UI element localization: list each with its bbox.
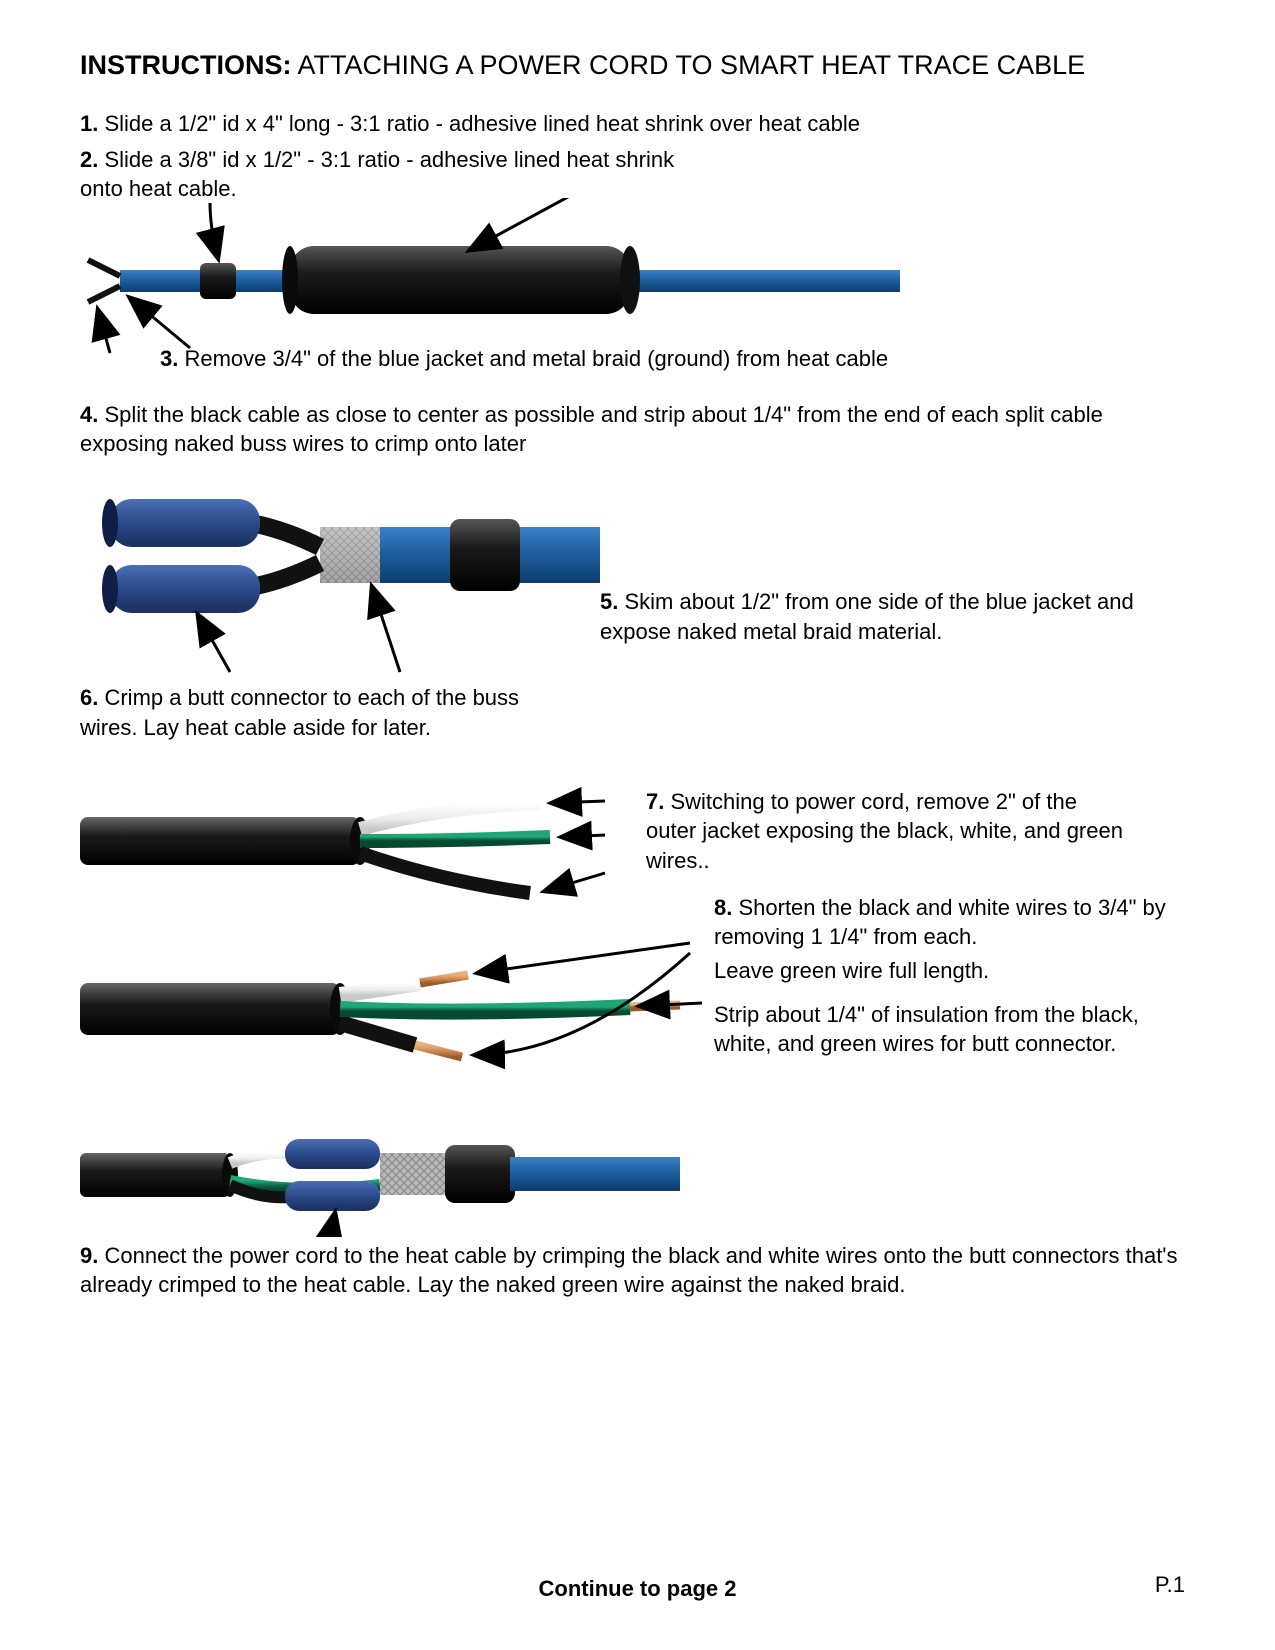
- page-title: INSTRUCTIONS: ATTACHING A POWER CORD TO …: [80, 50, 1195, 81]
- step-4: 4. Split the black cable as close to cen…: [80, 400, 1195, 459]
- diagram-1: [80, 198, 940, 358]
- step-9: 9. Connect the power cord to the heat ca…: [80, 1241, 1195, 1300]
- step-1: 1. Slide a 1/2" id x 4" long - 3:1 ratio…: [80, 109, 1195, 139]
- footer-continue: Continue to page 2: [0, 1576, 1275, 1602]
- step-8c: Strip about 1/4" of insulation from the …: [714, 1000, 1154, 1059]
- title-rest: ATTACHING A POWER CORD TO SMART HEAT TRA…: [292, 50, 1086, 80]
- step-6: 6. Crimp a butt connector to each of the…: [80, 683, 560, 742]
- page: INSTRUCTIONS: ATTACHING A POWER CORD TO …: [0, 0, 1275, 1650]
- step-5: 5. Skim about 1/2" from one side of the …: [600, 587, 1160, 646]
- page-number: P.1: [1155, 1572, 1185, 1598]
- diagram-2: [80, 477, 600, 677]
- step-2: 2. Slide a 3/8" id x 1/2" - 3:1 ratio - …: [80, 145, 720, 204]
- step-3: 3. Remove 3/4" of the blue jacket and me…: [160, 344, 1195, 374]
- diagram-5: [80, 1107, 680, 1237]
- diagram-4: [80, 923, 710, 1093]
- step-8a: 8. Shorten the black and white wires to …: [714, 893, 1174, 952]
- diagram-3: [80, 773, 640, 903]
- step-8b: Leave green wire full length.: [714, 956, 1195, 986]
- title-prefix: INSTRUCTIONS:: [80, 50, 292, 80]
- step-7: 7. Switching to power cord, remove 2" of…: [646, 787, 1126, 876]
